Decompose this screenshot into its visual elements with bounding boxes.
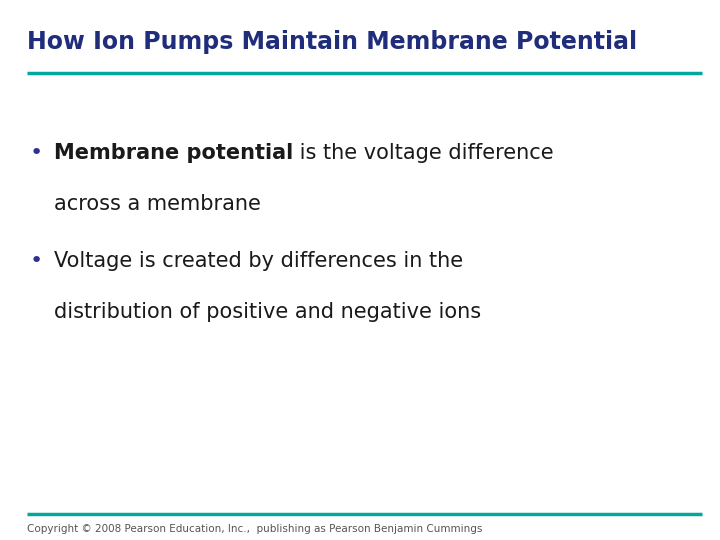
Text: •: • xyxy=(30,251,42,271)
Text: Membrane potential: Membrane potential xyxy=(54,143,293,163)
Text: How Ion Pumps Maintain Membrane Potential: How Ion Pumps Maintain Membrane Potentia… xyxy=(27,30,637,53)
Text: distribution of positive and negative ions: distribution of positive and negative io… xyxy=(54,302,481,322)
Text: across a membrane: across a membrane xyxy=(54,194,261,214)
Text: Copyright © 2008 Pearson Education, Inc.,  publishing as Pearson Benjamin Cummin: Copyright © 2008 Pearson Education, Inc.… xyxy=(27,523,482,534)
Text: is the voltage difference: is the voltage difference xyxy=(293,143,554,163)
Text: Voltage is created by differences in the: Voltage is created by differences in the xyxy=(54,251,463,271)
Text: •: • xyxy=(30,143,42,163)
